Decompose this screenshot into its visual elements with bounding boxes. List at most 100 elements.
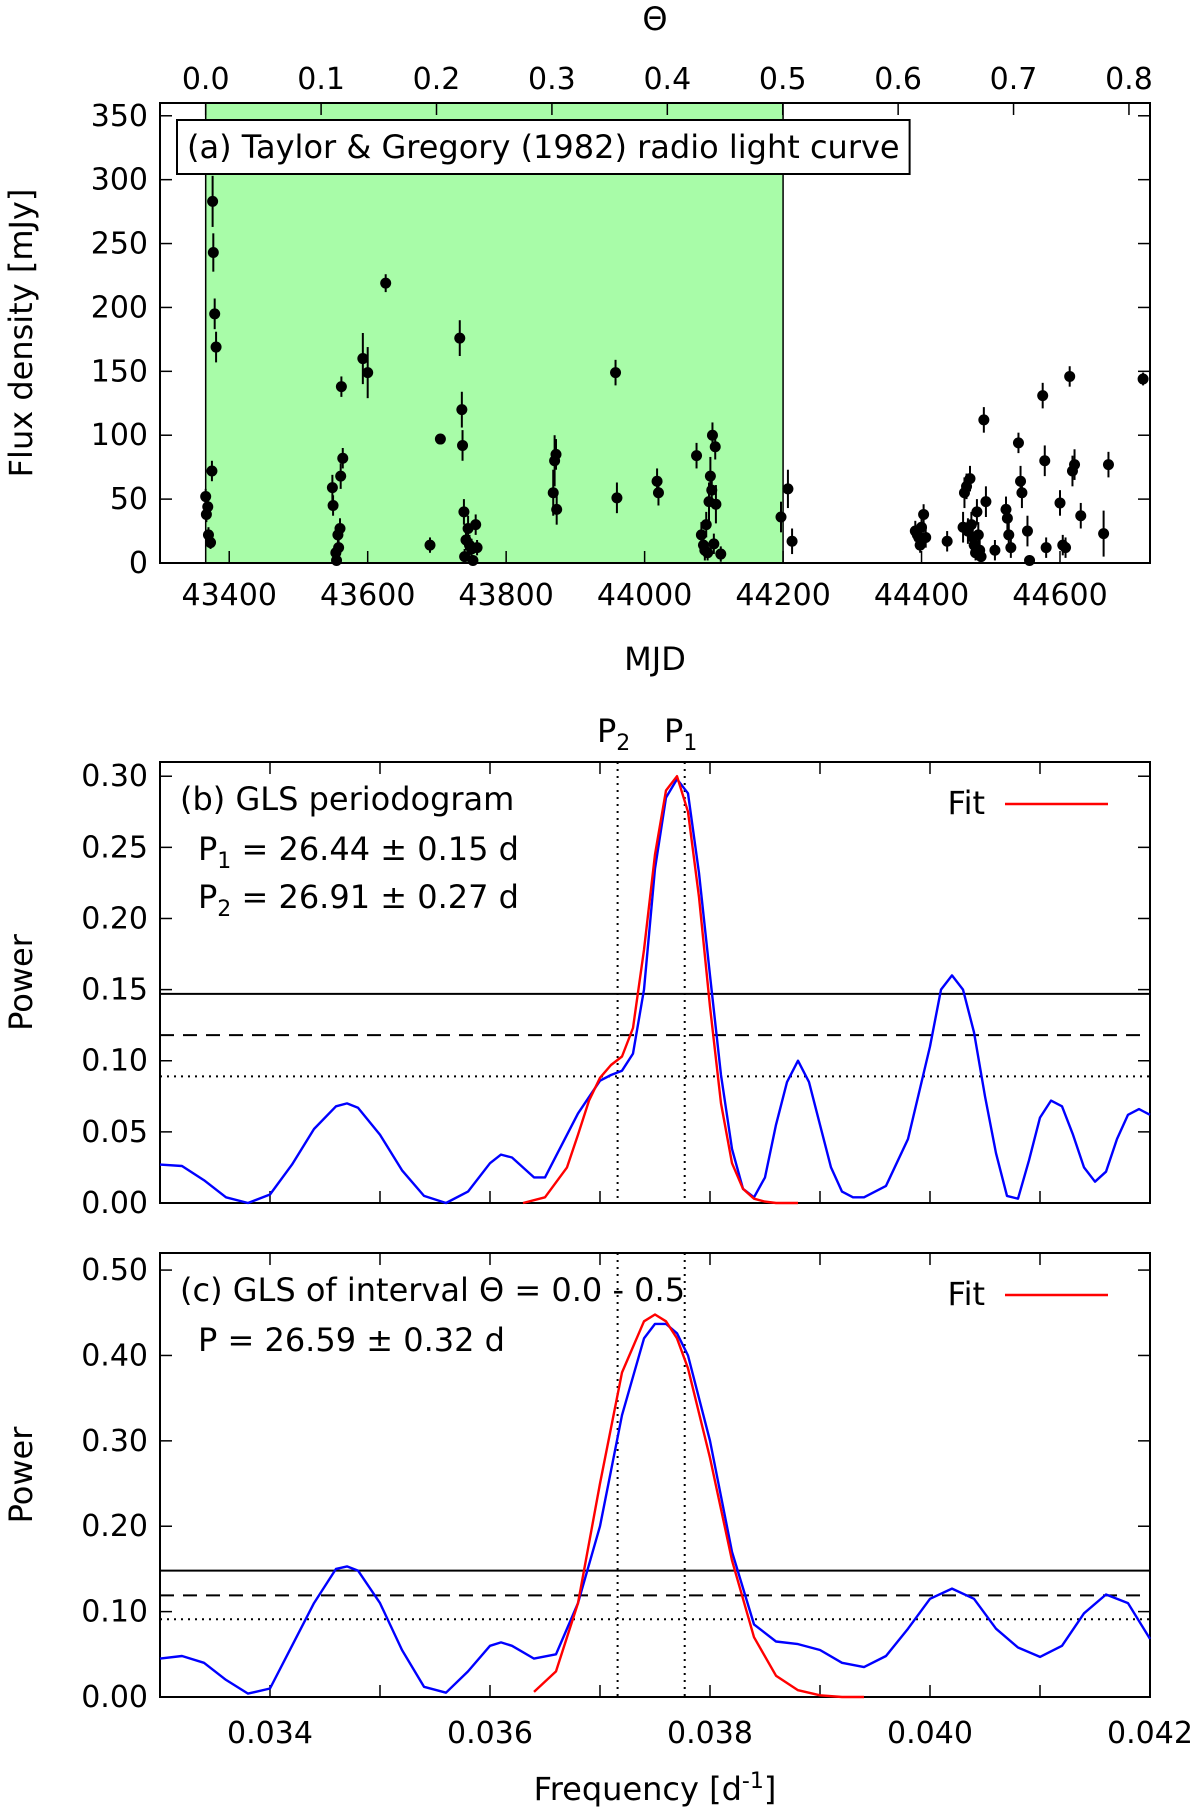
a-xtick-label: 43800 (458, 578, 553, 613)
a-data-point (456, 404, 468, 416)
a-ytick-label: 200 (91, 290, 148, 325)
b-ytick-label: 0.25 (81, 830, 148, 865)
a-data-point (470, 519, 482, 531)
a-data-point (989, 544, 1001, 556)
c-series-gls (159, 1322, 1152, 1695)
a-data-point (327, 500, 339, 511)
a-x2tick-label: 0.5 (759, 62, 807, 97)
c-ytick-label: 0.20 (81, 1509, 148, 1544)
a-data-point (434, 433, 446, 445)
a-xtick-label: 43600 (320, 578, 415, 613)
a-x2tick-label: 0.0 (182, 62, 230, 97)
c-ytick-label: 0.10 (81, 1595, 148, 1630)
c-panel-label: (c) GLS of interval Θ = 0.0 - 0.5 (180, 1271, 685, 1309)
a-data-point (207, 195, 219, 207)
a-data-point (202, 501, 214, 513)
a-x2tick-label: 0.7 (990, 62, 1038, 97)
a-data-point (333, 542, 345, 554)
a-data-point (1069, 459, 1081, 471)
a-xtick-label: 44200 (735, 578, 830, 613)
a-data-point (467, 554, 479, 566)
a-data-point (914, 539, 926, 551)
a-ytick-label: 350 (91, 99, 148, 134)
b-series-gls (159, 777, 1151, 1205)
a-label-box (176, 119, 911, 175)
a-data-point (550, 448, 562, 460)
a-data-point (1016, 487, 1028, 499)
a-data-point (782, 483, 794, 495)
a-data-point (786, 535, 798, 547)
a-data-point (1060, 542, 1072, 554)
a-data-point (965, 519, 977, 531)
a-shaded-interval (204, 102, 784, 564)
a-data-point (706, 484, 718, 496)
a-data-point (941, 535, 953, 547)
c-ytick-label: 0.00 (81, 1680, 148, 1715)
b-ytick-label: 0.00 (81, 1186, 148, 1221)
a-data-point (1039, 455, 1051, 467)
a-data-point (652, 487, 664, 499)
a-data-point (1005, 542, 1017, 554)
b-top-label-P2: P2 (597, 712, 630, 756)
b-frame (159, 761, 1151, 1204)
a-data-point (611, 492, 623, 504)
a-data-point (335, 381, 347, 393)
a-data-point (331, 554, 343, 566)
a-data-point (454, 332, 466, 344)
c-ytick-label: 0.40 (81, 1338, 148, 1373)
a-ytick-label: 250 (91, 227, 148, 262)
a-data-point (706, 429, 718, 441)
b-ytick-label: 0.15 (81, 973, 148, 1008)
a-data-point (1102, 459, 1114, 471)
b-ylabel: Power (2, 933, 40, 1031)
a-x2tick-label: 0.6 (874, 62, 922, 97)
a-data-point (1001, 512, 1013, 524)
b-series-fit (522, 775, 798, 1205)
a-data-point (326, 482, 338, 494)
a-data-point (972, 529, 984, 541)
a-data-point (971, 506, 983, 518)
b-annotation-p1: P1 = 26.44 ± 0.15 d (198, 830, 519, 874)
a-x2tick-label: 0.1 (297, 62, 345, 97)
a-xtick-label: 44000 (597, 578, 692, 613)
c-xtick-label: 0.042 (1107, 1716, 1193, 1751)
a-data-point (1037, 390, 1049, 402)
a-data-point (362, 367, 374, 379)
a-ytick-label: 150 (91, 354, 148, 389)
a-data-point (1021, 525, 1033, 537)
a-data-point (1012, 437, 1024, 449)
a-data-point (551, 503, 563, 515)
b-ytick-label: 0.30 (81, 759, 148, 794)
c-frame (159, 1252, 1151, 1698)
a-frame (159, 102, 1151, 564)
a-data-point (775, 511, 787, 523)
b-legend-label: Fit (947, 784, 985, 822)
c-series-fit (533, 1313, 864, 1699)
a-xtick-label: 43400 (182, 578, 277, 613)
a-xtick-label: 44600 (1012, 578, 1107, 613)
c-ytick-label: 0.30 (81, 1424, 148, 1459)
a-data-point (715, 548, 727, 560)
a-data-point (1000, 503, 1012, 515)
a-data-point (424, 539, 436, 551)
a-data-point (1075, 510, 1087, 522)
a-x2tick-label: 0.8 (1105, 62, 1153, 97)
a-x2tick-label: 0.3 (528, 62, 576, 97)
a-data-point (920, 531, 932, 543)
a-data-point (1064, 370, 1076, 382)
a-panel-label: (a) Taylor & Gregory (1982) radio light … (187, 128, 900, 166)
b-ytick-label: 0.05 (81, 1115, 148, 1150)
c-annotation: P = 26.59 ± 0.32 d (198, 1321, 505, 1359)
a-data-point (1054, 497, 1066, 509)
a-data-point (610, 367, 622, 379)
a-xlabel: MJD (624, 640, 686, 678)
a-data-point (964, 473, 976, 485)
a-data-point (205, 537, 217, 549)
b-ytick-label: 0.20 (81, 901, 148, 936)
c-ylabel: Power (2, 1426, 40, 1524)
a-data-point (704, 470, 716, 482)
a-data-point (210, 341, 222, 353)
a-ytick-label: 300 (91, 163, 148, 198)
a-data-point (459, 551, 471, 563)
